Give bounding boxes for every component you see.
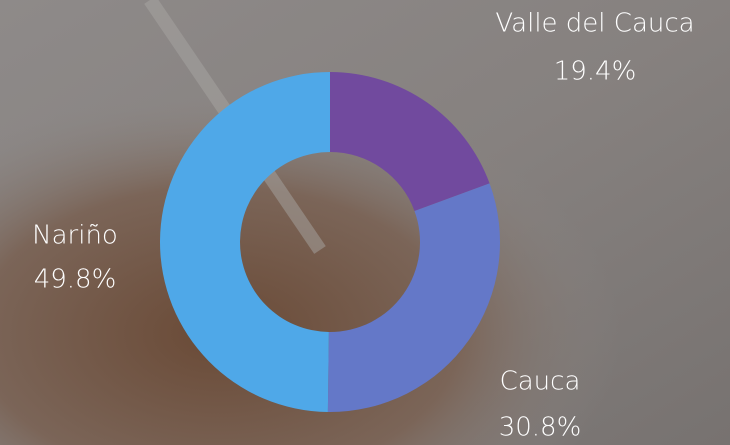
value-label: 49.8%: [34, 265, 117, 295]
donut-segment: [330, 72, 490, 211]
category-label: Nariño: [32, 221, 118, 251]
donut-segment: [327, 183, 500, 412]
value-label: 19.4%: [554, 57, 637, 87]
donut-segment: [159, 72, 330, 412]
value-label: 30.8%: [499, 413, 582, 443]
donut: Valle del Cauca 19.4% Cauca 30.8% Nariño 49.8…: [32, 9, 694, 443]
category-label: Valle del Cauca: [495, 9, 694, 39]
category-label: Cauca: [500, 367, 581, 397]
